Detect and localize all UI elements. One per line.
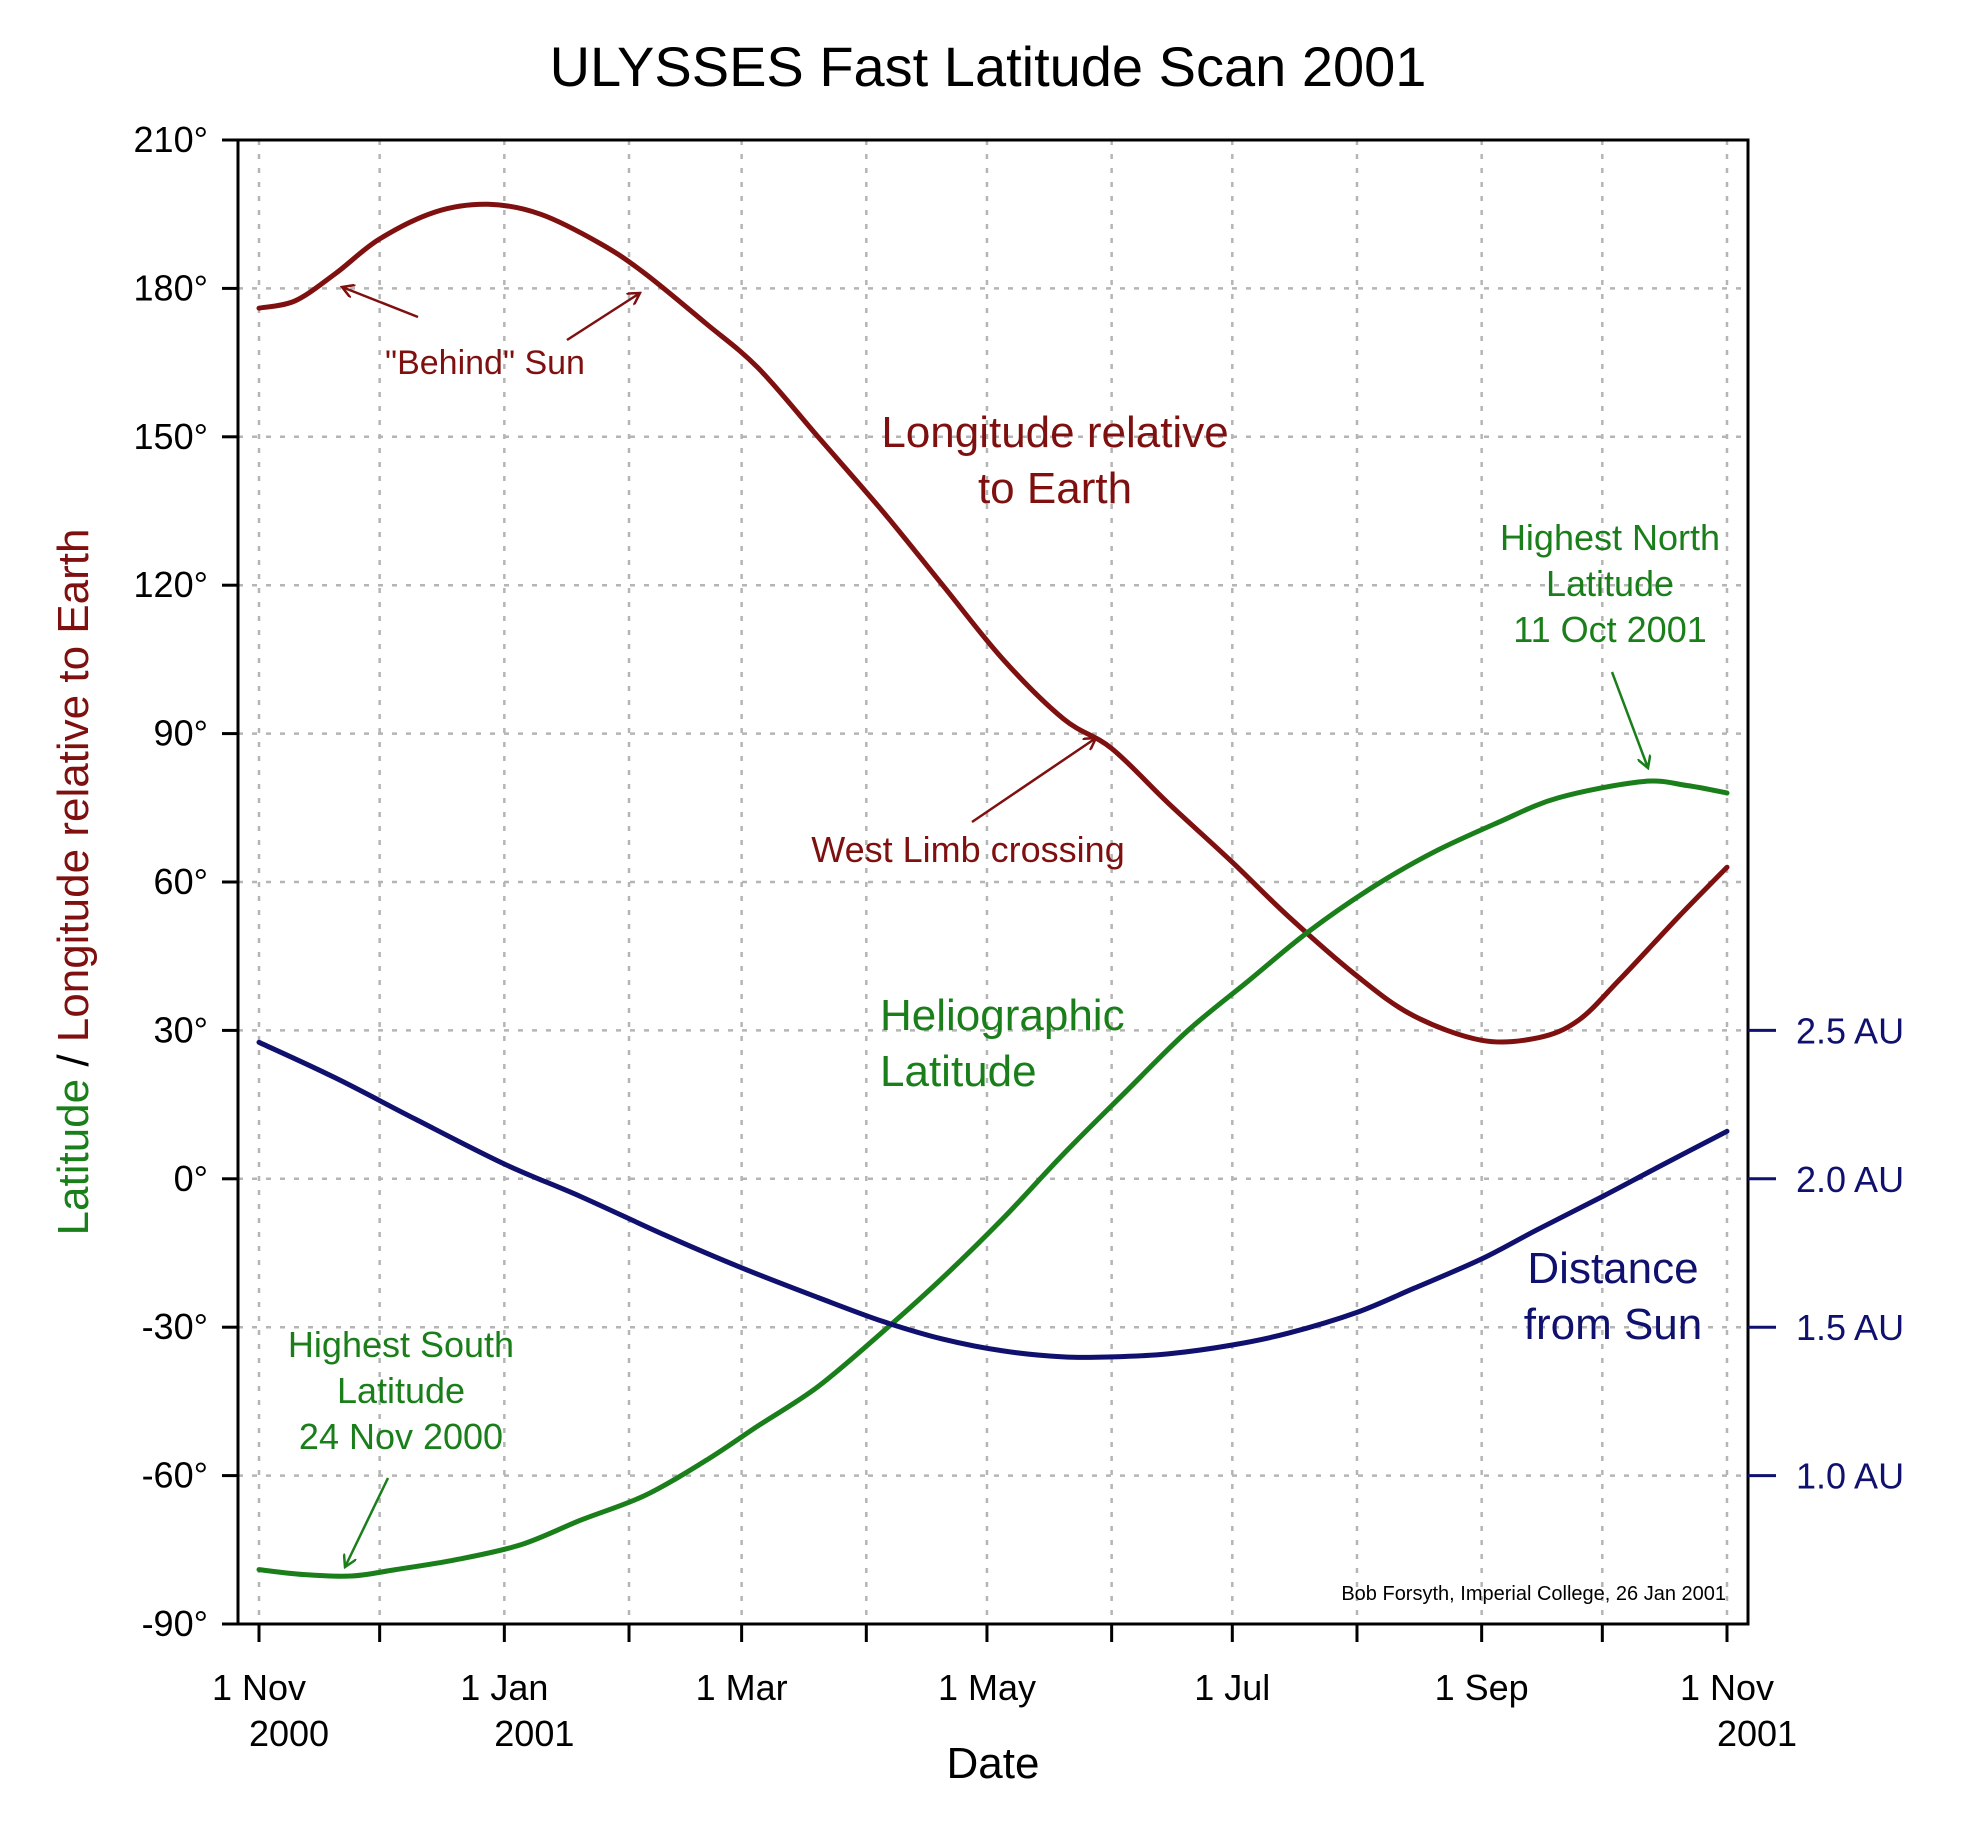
grid xyxy=(238,140,1748,1624)
annotation-arrows xyxy=(342,287,1648,1567)
distance-label-text: Distance xyxy=(1527,1244,1698,1293)
right-axis: 2.5 AU 2.0 AU 1.5 AU 1.0 AU xyxy=(1748,1010,1904,1497)
west-limb-text: West Limb crossing xyxy=(811,829,1124,870)
y-tick-label: 30° xyxy=(154,1009,208,1050)
right-tick-label: 1.0 AU xyxy=(1796,1456,1904,1497)
y-axis: -90° -60° -30° 0° 30° 60° 90° 120° 150° 180° 210° xyxy=(134,119,238,1644)
right-tick-label: 1.5 AU xyxy=(1796,1307,1904,1348)
right-tick-label: 2.0 AU xyxy=(1796,1159,1904,1200)
x-tick-label-year: 2001 xyxy=(494,1713,574,1754)
y-tick-label: -30° xyxy=(142,1306,208,1347)
x-tick-label-year: 2001 xyxy=(1717,1713,1797,1754)
highest-north-text: Highest North xyxy=(1500,517,1720,558)
annotations: "Behind" Sun Longitude relative to Earth We… xyxy=(288,344,1726,1605)
latitude-label-text: Latitude xyxy=(880,1047,1037,1096)
x-tick-label: 1 May xyxy=(938,1667,1036,1708)
highest-south-arrow xyxy=(345,1477,390,1567)
x-axis-label: Date xyxy=(947,1739,1040,1788)
longitude-line xyxy=(256,201,1730,1045)
y-axis-label: Latitude / Longitude relative to Earth xyxy=(49,529,98,1236)
y-tick-label: -90° xyxy=(142,1603,208,1644)
west-limb-arrow xyxy=(971,738,1096,824)
distance-label-text: from Sun xyxy=(1524,1300,1703,1349)
y-tick-label: -60° xyxy=(142,1455,208,1496)
longitude-label-text: Longitude relative xyxy=(881,408,1228,457)
behind-sun-text: "Behind" Sun xyxy=(385,344,585,382)
x-tick-label: 1 Nov xyxy=(1680,1667,1774,1708)
y-axis-label-part: Longitude relative to Earth xyxy=(49,529,98,1043)
x-tick-label: 1 Jan xyxy=(460,1667,548,1708)
x-tick-label: 1 Nov xyxy=(212,1667,306,1708)
x-tick-label: 1 Mar xyxy=(696,1667,788,1708)
y-tick-label: 180° xyxy=(134,267,208,308)
chart-title: ULYSSES Fast Latitude Scan 2001 xyxy=(550,35,1427,98)
y-axis-label-part: / xyxy=(49,1042,98,1079)
latitude-label-text: Heliographic xyxy=(880,991,1125,1040)
y-axis-label-part: Latitude xyxy=(49,1079,98,1236)
distance-line xyxy=(256,1039,1730,1360)
highest-north-text: Latitude xyxy=(1546,563,1674,604)
longitude-label-text: to Earth xyxy=(978,464,1132,513)
highest-north-text: 11 Oct 2001 xyxy=(1513,609,1706,650)
y-tick-label: 210° xyxy=(134,119,208,160)
behind-sun-arrow-left xyxy=(342,287,419,319)
behind-sun-arrow-right xyxy=(566,293,640,342)
highest-south-text: Highest South xyxy=(288,1324,514,1365)
y-tick-label: 120° xyxy=(134,564,208,605)
y-tick-label: 90° xyxy=(154,713,208,754)
highest-south-text: Latitude xyxy=(337,1370,465,1411)
x-tick-label: 1 Jul xyxy=(1194,1667,1270,1708)
highest-north-arrow xyxy=(1610,671,1648,768)
highest-south-text: 24 Nov 2000 xyxy=(299,1416,503,1457)
x-tick-label: 1 Sep xyxy=(1435,1667,1529,1708)
right-tick-label: 2.5 AU xyxy=(1796,1010,1904,1051)
credit-text: Bob Forsyth, Imperial College, 26 Jan 20… xyxy=(1341,1583,1726,1605)
y-tick-label: 0° xyxy=(174,1158,208,1199)
y-tick-label: 150° xyxy=(134,416,208,457)
y-tick-label: 60° xyxy=(154,861,208,902)
series-group xyxy=(256,201,1730,1579)
x-tick-label-year: 2000 xyxy=(249,1713,329,1754)
x-axis: 1 Nov 2000 1 Jan 2001 1 Mar 1 May 1 Jul 1 Sep 1 … xyxy=(212,1624,1797,1754)
latitude-line xyxy=(256,778,1730,1579)
